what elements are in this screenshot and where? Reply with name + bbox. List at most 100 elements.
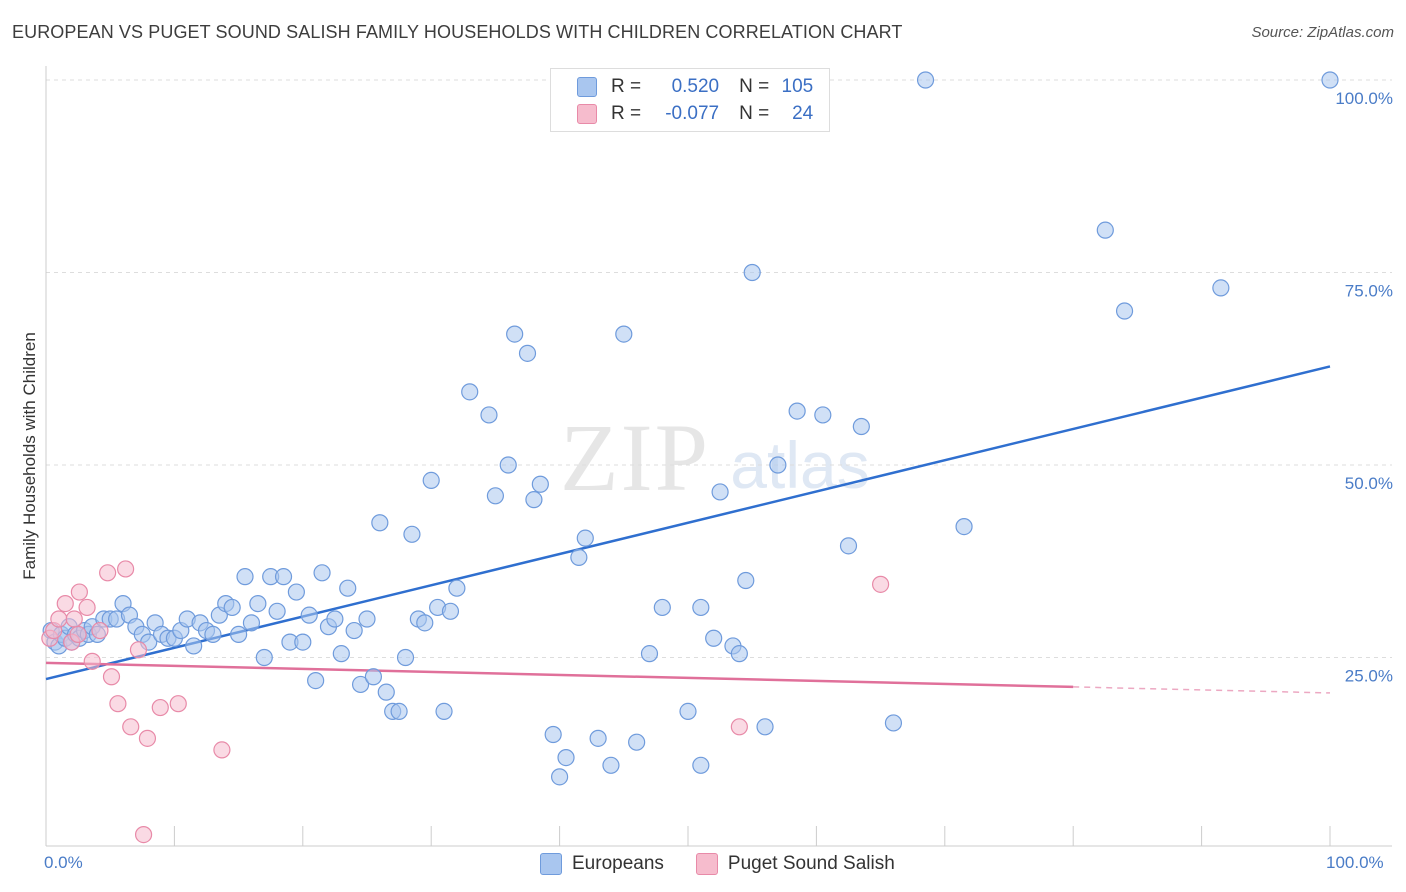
- european-swatch: [577, 77, 597, 97]
- n-value: 105: [781, 76, 814, 97]
- european-point: [396, 648, 415, 667]
- european-point: [743, 263, 761, 282]
- european-point: [403, 525, 421, 543]
- european-point: [628, 733, 646, 751]
- trend-line-salish-extension: [1073, 686, 1331, 694]
- european-point: [756, 718, 774, 736]
- european-point: [461, 383, 479, 401]
- european-point: [557, 748, 575, 767]
- european-point: [268, 602, 286, 620]
- salish-point: [151, 698, 169, 717]
- salish-point: [50, 610, 68, 628]
- european-point: [589, 729, 607, 747]
- european-point: [769, 456, 787, 474]
- salish-point: [99, 564, 117, 582]
- salish-point: [91, 621, 109, 640]
- n-label: N =: [739, 103, 770, 124]
- european-point: [730, 645, 748, 663]
- salish-point: [117, 560, 135, 578]
- european-legend-label: Europeans: [572, 853, 664, 874]
- european-point: [416, 614, 434, 632]
- n-value: 24: [792, 103, 814, 124]
- salish-point: [65, 610, 83, 628]
- european-legend-swatch: [540, 853, 562, 875]
- european-point: [422, 471, 440, 489]
- european-point: [435, 702, 453, 721]
- european-point: [499, 456, 517, 474]
- salish-point: [122, 718, 140, 736]
- european-point: [351, 675, 370, 694]
- n-label: N =: [739, 76, 770, 97]
- european-point: [358, 610, 376, 628]
- european-point: [242, 614, 261, 632]
- european-point: [236, 568, 254, 586]
- source-label: Source: ZipAtlas.com: [1251, 24, 1394, 41]
- european-point: [1096, 221, 1114, 239]
- trend-line-europeans: [45, 365, 1331, 681]
- r-label: R =: [611, 103, 642, 124]
- european-point: [1115, 302, 1134, 320]
- european-point: [705, 629, 723, 647]
- salish-point: [871, 575, 890, 593]
- y-tick-label: 25.0%: [1345, 667, 1393, 686]
- european-point: [287, 583, 305, 601]
- european-point: [615, 325, 633, 343]
- salish-point: [169, 695, 187, 713]
- european-point: [371, 514, 389, 532]
- european-point: [364, 668, 383, 686]
- salish-point: [213, 741, 231, 759]
- european-point: [230, 625, 248, 644]
- european-point: [326, 610, 344, 628]
- european-point: [255, 648, 273, 667]
- european-point: [531, 475, 549, 493]
- european-point: [576, 529, 594, 547]
- r-value: -0.077: [665, 103, 720, 124]
- salish-point: [83, 652, 101, 670]
- european-point: [916, 71, 935, 89]
- european-point: [332, 645, 350, 663]
- legend-row-salish: R = -0.077 N = 24: [577, 101, 813, 127]
- european-point: [486, 487, 504, 505]
- european-point: [1212, 279, 1230, 297]
- salish-swatch: [577, 104, 597, 124]
- european-point: [814, 406, 832, 424]
- european-point: [506, 325, 524, 343]
- salish-legend-swatch: [695, 853, 718, 875]
- salish-point: [69, 625, 87, 644]
- european-point: [300, 606, 318, 624]
- salish-point: [102, 668, 121, 686]
- y-tick-label: 50.0%: [1345, 474, 1393, 493]
- european-point: [294, 633, 312, 651]
- r-label: R =: [611, 76, 642, 97]
- european-point: [884, 714, 903, 732]
- chart-title: EUROPEAN VS PUGET SOUND SALISH FAMILY HO…: [12, 22, 903, 42]
- european-point: [345, 621, 363, 640]
- european-point: [307, 671, 325, 690]
- y-tick-label: 100.0%: [1335, 89, 1393, 108]
- salish-point: [56, 594, 74, 613]
- european-point: [313, 564, 331, 582]
- salish-point: [138, 729, 157, 747]
- y-tick-label: 75.0%: [1345, 282, 1393, 301]
- european-point: [204, 625, 222, 644]
- correlation-legend: R = 0.520 N = 105 R = -0.077 N = 24: [550, 68, 830, 132]
- european-point: [570, 548, 588, 567]
- european-point: [223, 598, 241, 617]
- salish-point: [78, 598, 96, 617]
- european-point: [711, 483, 729, 501]
- european-point: [692, 756, 710, 774]
- legend-row-europeans: R = 0.520 N = 105: [577, 74, 813, 100]
- european-point: [480, 406, 498, 424]
- european-point: [737, 571, 755, 590]
- european-point: [518, 344, 537, 362]
- salish-point: [109, 695, 127, 713]
- european-point: [1321, 71, 1339, 89]
- r-value: 0.520: [671, 76, 720, 97]
- x-max-label: 100.0%: [1326, 853, 1384, 872]
- european-point: [788, 402, 806, 420]
- european-point: [339, 579, 357, 597]
- european-point: [602, 756, 620, 774]
- european-point: [550, 768, 569, 786]
- european-point: [544, 725, 562, 744]
